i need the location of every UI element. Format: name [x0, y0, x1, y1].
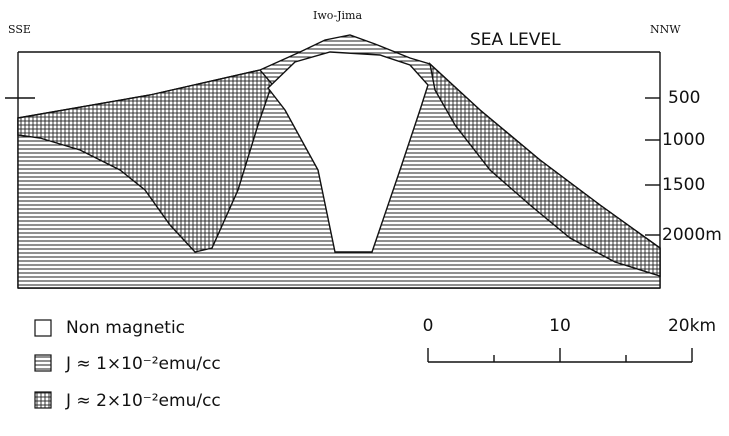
section — [5, 35, 660, 288]
legend-label: Non magnetic — [66, 318, 185, 338]
depth-label: 2000m — [662, 225, 722, 245]
legend-label: J ≈ 1×10⁻²emu/cc — [65, 354, 221, 374]
label-sse: SSE — [8, 23, 31, 36]
scale-label: 10 — [549, 316, 571, 336]
depth-label: 1000 — [662, 130, 705, 150]
scale-label: 20km — [668, 316, 716, 336]
cross-section: SSE Iwo-Jima NNW SEA LEVEL 500 1000 1500… — [0, 0, 729, 436]
swatch-nonmagnetic — [35, 320, 51, 336]
scale-bar — [428, 348, 692, 362]
label-nnw: NNW — [650, 23, 681, 36]
depth-ticks — [645, 98, 660, 235]
swatch-1 — [35, 355, 51, 371]
label-island: Iwo-Jima — [313, 9, 362, 22]
legend-label: J ≈ 2×10⁻²emu/cc — [65, 391, 221, 411]
legend — [35, 320, 51, 408]
depth-label: 1500 — [662, 175, 705, 195]
swatch-2 — [35, 392, 51, 408]
depth-label: 500 — [668, 88, 700, 108]
label-sea-level: SEA LEVEL — [470, 30, 561, 50]
scale-label: 0 — [423, 316, 434, 336]
